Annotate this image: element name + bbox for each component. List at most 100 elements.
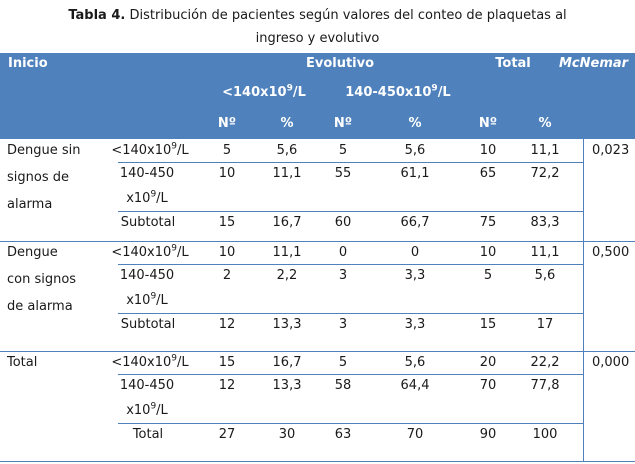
table-cell: 2,2 — [276, 268, 298, 283]
table-cell: 61,1 — [400, 166, 430, 181]
table-cell: 17 — [536, 317, 554, 332]
mcnemar-value: 0,023 — [592, 143, 630, 158]
table-cell: 63 — [334, 427, 352, 442]
table-cell: 10 — [218, 166, 236, 181]
row-label-range-unit: x109/L — [126, 189, 168, 206]
table-cell: 5,6 — [534, 268, 556, 283]
mcnemar-value: 0,500 — [592, 245, 630, 260]
table-cell: 11,1 — [530, 245, 560, 260]
row-label-subtotal: Subtotal — [120, 317, 176, 332]
row-label-subtotal: Subtotal — [120, 215, 176, 230]
table-cell: 30 — [278, 427, 296, 442]
caption-text-2: ingreso y evolutivo — [255, 31, 380, 46]
table-cell: 12 — [218, 378, 236, 393]
table-cell: 5 — [338, 355, 348, 370]
header-range: 140-450x109/L — [345, 83, 451, 100]
row-label-subtotal: Total — [132, 427, 164, 442]
table-cell: 0 — [338, 245, 348, 260]
table-cell: 3,3 — [404, 268, 426, 283]
table-cell: 11,1 — [530, 143, 560, 158]
row-divider — [118, 423, 583, 424]
header-n-1: Nº — [217, 116, 237, 131]
row-label-lt140: <140x109/L — [111, 243, 189, 260]
table-cell: 75 — [479, 215, 497, 230]
table-cell: 72,2 — [530, 166, 560, 181]
table-cell: 13,3 — [272, 378, 302, 393]
row-divider — [118, 374, 583, 375]
header-lt140: <140x109/L — [222, 83, 306, 100]
header-n-2: Nº — [333, 116, 353, 131]
row-label-lt140: <140x109/L — [111, 141, 189, 158]
caption-label: Tabla 4. — [68, 8, 126, 23]
table-cell: 16,7 — [272, 215, 302, 230]
table-cell: 16,7 — [272, 355, 302, 370]
table-cell: 83,3 — [530, 215, 560, 230]
row-label-range: 140-450 — [119, 378, 175, 393]
table-cell: 5,6 — [276, 143, 298, 158]
header-pct-2: % — [408, 116, 422, 131]
table-cell: 11,1 — [272, 166, 302, 181]
table-cell: 55 — [334, 166, 352, 181]
row-label-range-unit: x109/L — [126, 291, 168, 308]
header-divider — [0, 139, 635, 140]
mcnemar-value: 0,000 — [592, 355, 630, 370]
table-cell: 15 — [479, 317, 497, 332]
header-mcnemar: McNemar — [559, 56, 629, 71]
table-cell: 10 — [479, 143, 497, 158]
group-divider — [0, 351, 635, 352]
table-cell: 3 — [338, 317, 348, 332]
table-cell: 12 — [218, 317, 236, 332]
group-label: Dengue — [7, 245, 58, 260]
row-divider — [118, 313, 583, 314]
table-cell: 15 — [218, 355, 236, 370]
table-cell: 10 — [479, 245, 497, 260]
group-label: alarma — [7, 197, 53, 212]
group-label: de alarma — [7, 299, 73, 314]
table-cell: 5,6 — [404, 355, 426, 370]
table-cell: 65 — [479, 166, 497, 181]
table-cell: 22,2 — [530, 355, 560, 370]
row-label-lt140: <140x109/L — [111, 353, 189, 370]
group-label: Dengue sin — [7, 143, 81, 158]
group-divider — [0, 241, 635, 242]
table-cell: 11,1 — [272, 245, 302, 260]
caption-text-1: Distribución de pacientes según valores … — [125, 8, 567, 23]
table-cell: 3,3 — [404, 317, 426, 332]
table-cell: 77,8 — [530, 378, 560, 393]
row-label-range: 140-450 — [119, 166, 175, 181]
table-cell: 90 — [479, 427, 497, 442]
column-divider — [583, 139, 584, 462]
table-cell: 100 — [532, 427, 558, 442]
table-cell: 58 — [334, 378, 352, 393]
table-cell: 2 — [222, 268, 232, 283]
row-divider — [118, 211, 583, 212]
table-cell: 64,4 — [400, 378, 430, 393]
table-cell: 5 — [338, 143, 348, 158]
table-caption: Tabla 4. Distribución de pacientes según… — [0, 5, 635, 26]
header-n-3: Nº — [478, 116, 498, 131]
group-label: con signos — [7, 272, 77, 287]
header-evolutivo: Evolutivo — [305, 56, 375, 71]
row-divider — [118, 162, 583, 163]
table-cell: 70 — [479, 378, 497, 393]
table-cell: 60 — [334, 215, 352, 230]
table-cell: 5 — [222, 143, 232, 158]
table-cell: 15 — [218, 215, 236, 230]
table-cell: 70 — [406, 427, 424, 442]
table-cell: 0 — [410, 245, 420, 260]
group-divider — [0, 461, 635, 462]
table-cell: 66,7 — [400, 215, 430, 230]
group-label: Total — [7, 355, 38, 370]
header-pct-1: % — [280, 116, 294, 131]
row-divider — [118, 264, 583, 265]
header-pct-3: % — [538, 116, 552, 131]
table-cell: 10 — [218, 245, 236, 260]
table-header: Inicio Evolutivo Total McNemar <140x109/… — [0, 53, 635, 139]
table-cell: 27 — [218, 427, 236, 442]
row-label-range-unit: x109/L — [126, 401, 168, 418]
table-cell: 5,6 — [404, 143, 426, 158]
header-inicio: Inicio — [8, 56, 48, 71]
table-cell: 3 — [338, 268, 348, 283]
table-cell: 5 — [483, 268, 493, 283]
row-label-range: 140-450 — [119, 268, 175, 283]
